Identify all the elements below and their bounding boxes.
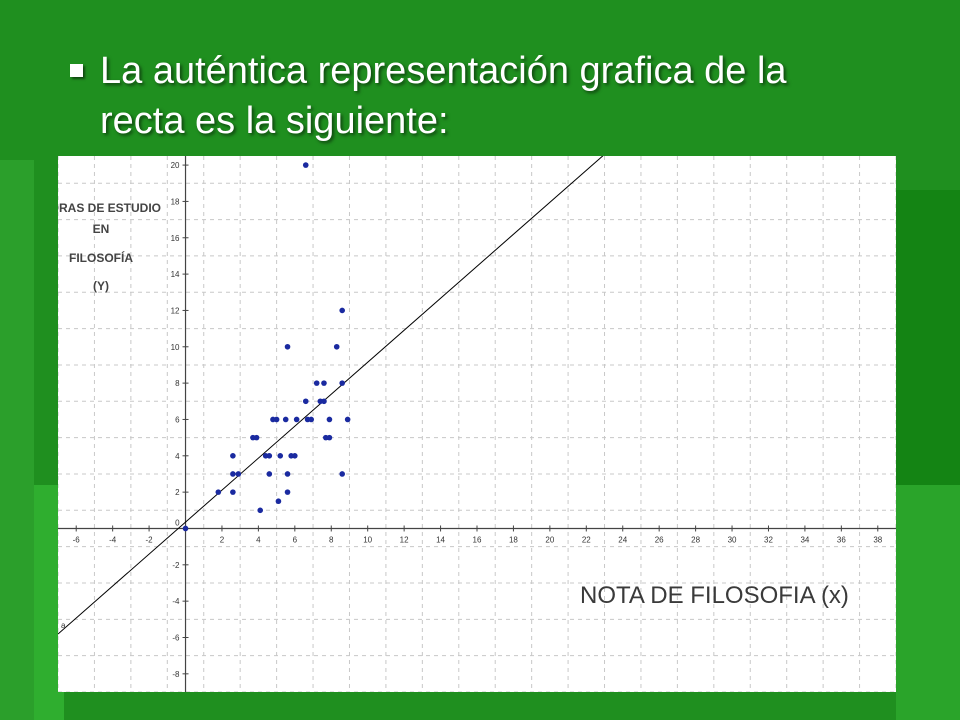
x-tick-label: 34 (800, 535, 809, 544)
y-tick-label: -4 (172, 597, 180, 606)
y-axis-title-line: FILOSOFÍA (69, 250, 133, 265)
square-bullet-icon (70, 64, 83, 77)
tick-labels: -6 -4 -2 2 4 6 8 10 12 14 16 18 20 22 24 26 28 30 32 34 36 38… (73, 161, 883, 679)
data-point (266, 471, 273, 477)
data-point (302, 162, 309, 168)
x-tick-label: 38 (873, 535, 882, 544)
x-tick-label: 30 (728, 535, 737, 544)
background-panel (896, 190, 960, 490)
chart-area: -6 -4 -2 2 4 6 8 10 12 14 16 18 20 22 24 26 28 30 32 34 36 38… (58, 156, 896, 692)
x-tick-label: 14 (436, 535, 445, 544)
x-tick-label: 24 (618, 535, 627, 544)
x-tick-label: -2 (146, 535, 154, 544)
x-axis-title: NOTA DE FILOSOFIA (x) (580, 582, 849, 609)
data-point (339, 380, 345, 386)
y-tick-label: 2 (175, 488, 180, 497)
data-point (339, 471, 345, 477)
background-panel (896, 485, 960, 720)
axes (58, 156, 896, 692)
x-tick-label: 32 (764, 535, 773, 544)
y-tick-label: 16 (171, 234, 180, 243)
y-tick-label: 14 (171, 270, 180, 279)
x-tick-label: 20 (545, 535, 554, 544)
scatter-chart: -6 -4 -2 2 4 6 8 10 12 14 16 18 20 22 24 26 28 30 32 34 36 38… (58, 156, 896, 692)
x-tick-label: 26 (655, 535, 664, 544)
data-point (321, 380, 327, 386)
data-point (277, 452, 284, 459)
data-point (282, 416, 289, 423)
x-tick-label: -6 (73, 535, 81, 544)
data-point (339, 307, 345, 314)
data-point (257, 507, 264, 514)
data-point (292, 452, 298, 459)
title-line-2: recta es la siguiente: (100, 100, 449, 142)
data-point (230, 489, 236, 495)
title-line-1: La auténtica representación grafica de l… (100, 50, 787, 92)
x-tick-label: 4 (256, 535, 261, 544)
line-label: a (61, 621, 66, 630)
grid (58, 156, 896, 692)
x-tick-label: 2 (220, 535, 225, 544)
data-point (308, 416, 315, 423)
axis-titles: HORAS DE ESTUDIO EN FILOSOFÍA (Y) NOTA D… (58, 201, 849, 609)
background-strip (0, 160, 34, 720)
data-point (182, 525, 189, 532)
slide-title: La auténtica representación grafica de l… (70, 46, 940, 146)
x-tick-label: 18 (509, 535, 518, 544)
x-tick-label: 36 (837, 535, 846, 544)
data-point (326, 434, 333, 441)
x-tick-label: 12 (400, 535, 409, 544)
data-point (266, 452, 273, 459)
data-point (253, 434, 260, 441)
data-point (235, 471, 242, 477)
y-axis-title-line: (Y) (93, 279, 109, 293)
data-point (275, 498, 282, 505)
x-tick-label: -4 (109, 535, 117, 544)
x-tick-label: 8 (329, 535, 334, 544)
data-point (284, 343, 291, 350)
data-point (215, 489, 222, 495)
data-points (182, 162, 351, 532)
y-tick-label: 12 (171, 306, 180, 315)
data-point (313, 380, 320, 386)
data-point (302, 398, 309, 405)
origin-label: 0 (175, 518, 180, 527)
data-point (344, 416, 351, 423)
y-axis-title-line: HORAS DE ESTUDIO (58, 201, 161, 215)
y-tick-label: 10 (171, 343, 180, 352)
y-tick-label: 4 (175, 452, 180, 461)
regression-line-group: a (58, 156, 604, 635)
x-tick-label: 28 (691, 535, 700, 544)
data-point (230, 471, 236, 477)
x-tick-label: 16 (473, 535, 482, 544)
y-tick-label: -8 (172, 670, 180, 679)
x-tick-label: 6 (293, 535, 298, 544)
x-tick-label: 10 (363, 535, 372, 544)
data-point (284, 489, 291, 495)
y-tick-label: -6 (172, 633, 180, 642)
data-point (326, 416, 333, 423)
y-tick-label: -2 (172, 561, 180, 570)
y-tick-label: 20 (171, 161, 180, 170)
x-tick-label: 22 (582, 535, 591, 544)
data-point (333, 343, 340, 350)
y-tick-label: 18 (171, 197, 180, 206)
data-point (230, 452, 236, 459)
data-point (284, 471, 291, 477)
data-point (293, 416, 300, 423)
regression-line (58, 156, 604, 635)
y-tick-label: 8 (175, 379, 180, 388)
data-point (321, 398, 327, 405)
y-axis-title-line: EN (93, 222, 110, 236)
data-point (273, 416, 280, 423)
y-tick-label: 6 (175, 415, 180, 424)
